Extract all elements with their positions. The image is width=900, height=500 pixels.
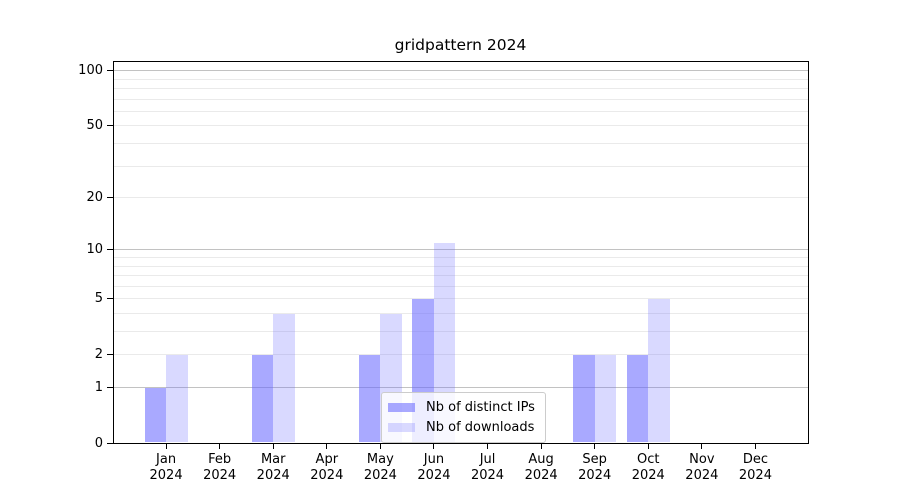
x-axis-tick — [701, 443, 703, 449]
x-axis-tick — [594, 443, 596, 449]
x-axis-tick-label: Feb 2024 — [203, 452, 237, 483]
legend-label-distinct-ips: Nb of distinct IPs — [426, 399, 535, 415]
gridline — [113, 354, 808, 356]
bar-nb-of-downloads-jan — [166, 354, 188, 443]
y-axis-tick — [107, 443, 113, 444]
gridline — [113, 111, 808, 112]
x-axis-tick-label: Oct 2024 — [631, 452, 665, 483]
y-axis-tick — [107, 387, 113, 389]
bar-nb-of-distinct-ips-oct — [626, 354, 649, 443]
y-axis-tick — [107, 70, 113, 72]
gridline — [113, 265, 808, 267]
x-axis-tick-label: Mar 2024 — [256, 452, 290, 483]
y-axis-tick-label: 5 — [94, 291, 103, 307]
x-axis-tick — [272, 443, 274, 449]
gridline — [113, 249, 808, 251]
gridline — [113, 98, 808, 100]
bar-nb-of-distinct-ips-mar — [251, 354, 274, 443]
x-axis-tick — [219, 443, 221, 449]
x-axis-tick — [326, 443, 328, 449]
gridline — [113, 125, 808, 127]
gridline — [113, 298, 808, 300]
bar-nb-of-distinct-ips-jan — [144, 387, 167, 443]
x-axis-tick — [540, 443, 542, 449]
x-axis-tick — [165, 443, 167, 449]
y-axis-tick-label: 20 — [86, 190, 103, 206]
x-axis-tick — [379, 443, 381, 449]
gridline — [113, 165, 808, 167]
legend-swatch-downloads — [388, 422, 415, 432]
bar-nb-of-downloads-mar — [273, 313, 295, 443]
x-axis-tick-label: May 2024 — [363, 452, 397, 483]
x-axis-tick-label: Jul 2024 — [470, 452, 505, 483]
y-axis-tick-label: 100 — [78, 63, 103, 79]
gridline — [113, 143, 808, 145]
legend-swatch-distinct-ips — [388, 402, 415, 412]
x-axis-tick-label: Nov 2024 — [685, 452, 719, 483]
gridline — [113, 275, 808, 277]
gridline — [113, 313, 808, 315]
bar-nb-of-downloads-oct — [648, 298, 670, 443]
bar-nb-of-distinct-ips-sep — [573, 354, 595, 443]
y-axis-tick — [107, 197, 113, 199]
x-axis-tick-label: Apr 2024 — [310, 452, 344, 483]
y-axis-tick-label: 0 — [94, 436, 103, 451]
y-axis-tick — [107, 298, 113, 300]
gridline — [113, 88, 808, 90]
y-axis-tick — [107, 125, 113, 127]
x-axis-tick — [647, 443, 649, 449]
x-axis-tick — [433, 443, 435, 449]
x-axis-tick-label: Jun 2024 — [417, 452, 451, 483]
plot-area — [112, 61, 809, 444]
legend-entry-distinct-ips: Nb of distinct IPs — [388, 397, 535, 417]
x-axis-tick-label: Aug 2024 — [524, 452, 558, 483]
legend: Nb of distinct IPs Nb of downloads — [381, 392, 546, 443]
gridline — [113, 197, 808, 199]
x-axis-tick — [754, 443, 756, 449]
y-axis-tick-label: 10 — [86, 242, 103, 258]
y-axis-tick-label: 2 — [94, 347, 103, 363]
gridline — [113, 387, 808, 389]
legend-label-downloads: Nb of downloads — [426, 419, 535, 435]
gridline — [113, 70, 808, 72]
chart-title: gridpattern 2024 — [394, 36, 527, 54]
x-axis-tick-label: Jan 2024 — [149, 452, 183, 483]
gridline — [113, 78, 808, 80]
bar-nb-of-downloads-sep — [594, 354, 617, 443]
y-axis-tick-label: 1 — [94, 380, 103, 396]
y-axis-tick — [107, 354, 113, 356]
x-axis-tick — [487, 443, 489, 449]
gridline — [113, 285, 808, 287]
gridline — [113, 257, 808, 259]
bar-nb-of-distinct-ips-may — [358, 354, 381, 443]
legend-entry-downloads: Nb of downloads — [388, 417, 535, 437]
x-axis-tick-label: Dec 2024 — [738, 452, 772, 483]
y-axis-tick — [107, 249, 113, 251]
x-axis-tick-label: Sep 2024 — [578, 452, 612, 483]
gridline — [113, 331, 808, 333]
y-axis-tick-label: 50 — [86, 118, 103, 134]
